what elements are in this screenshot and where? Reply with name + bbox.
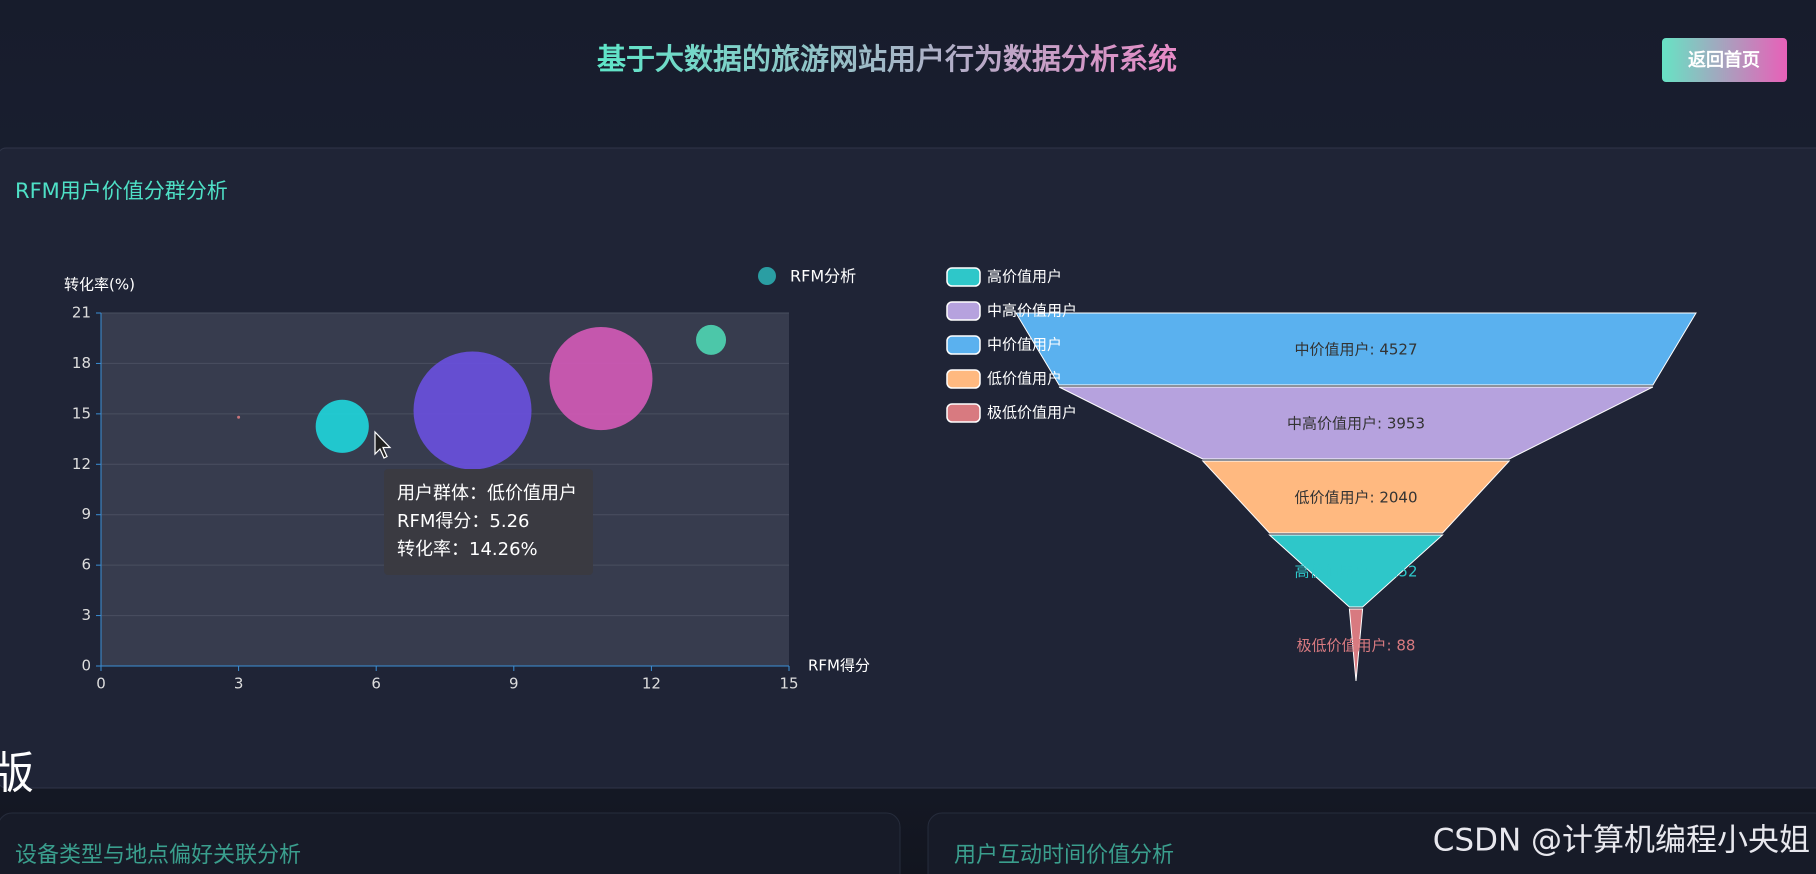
legend-marker <box>946 335 981 355</box>
funnel-label: 中高价值用户: 3953 <box>1287 415 1425 433</box>
cursor <box>374 430 392 459</box>
y-tick-label: 12 <box>72 455 91 473</box>
funnel-segment <box>1268 534 1444 608</box>
x-axis-title: RFM得分 <box>808 657 870 675</box>
x-tick-label: 12 <box>642 675 661 693</box>
tooltip-line: 用户群体：低价值用户 <box>397 483 577 504</box>
x-tick-label: 6 <box>371 675 381 693</box>
bubble <box>237 415 241 419</box>
y-axis-title: 转化率(%) <box>64 276 135 294</box>
tooltip: 用户群体：低价值用户 RFM得分：5.26 转化率：14.26% <box>384 469 593 575</box>
x-tick-label: 0 <box>96 675 106 693</box>
legend-label: 极低价值用户 <box>987 404 1077 422</box>
legend-marker <box>946 369 981 389</box>
bubble <box>413 351 532 470</box>
funnel-label: 低价值用户: 2040 <box>1295 489 1418 507</box>
funnel-label: 极低价值用户: 88 <box>1297 637 1416 655</box>
bubble <box>549 327 653 431</box>
x-tick-label: 3 <box>234 675 244 693</box>
funnel-segment <box>1058 386 1654 460</box>
watermark: CSDN @计算机编程小央姐 <box>1433 823 1810 859</box>
funnel-label: 高价值用户: 1152 <box>1295 563 1418 581</box>
y-tick-label: 21 <box>72 304 91 322</box>
bottom-right-title: 用户互动时间价值分析 <box>954 843 1174 868</box>
section-title: 版 <box>0 748 34 799</box>
home-button[interactable]: 返回首页 <box>1662 38 1787 82</box>
page-title: 基于大数据的旅游网站用户行为数据分析系统 <box>597 42 1177 76</box>
bottom-panel-right <box>927 812 1816 874</box>
y-tick-label: 0 <box>81 657 91 675</box>
legend-label: 高价值用户 <box>987 268 1062 286</box>
x-tick-label: 9 <box>509 675 519 693</box>
y-tick-label: 6 <box>81 556 91 574</box>
bottom-panel-left <box>0 812 901 874</box>
funnel-segment <box>1201 460 1511 534</box>
bubble <box>696 324 727 355</box>
legend-label: 低价值用户 <box>987 370 1062 388</box>
tooltip-line: RFM得分：5.26 <box>397 511 529 532</box>
funnel-segment <box>1015 312 1697 386</box>
legend-label: 中高价值用户 <box>987 302 1077 320</box>
legend-marker <box>946 267 981 287</box>
legend-label: RFM分析 <box>790 267 856 286</box>
tooltip-line: 转化率：14.26% <box>397 539 538 560</box>
bubble <box>315 399 369 453</box>
legend-label: 中价值用户 <box>987 336 1062 354</box>
funnel-segment <box>1348 608 1364 682</box>
panel-title: RFM用户价值分群分析 <box>15 179 228 203</box>
y-tick-label: 9 <box>81 505 91 523</box>
x-tick-label: 15 <box>779 675 798 693</box>
button-label[interactable]: 返回首页 <box>1688 49 1760 71</box>
button-bg[interactable] <box>1662 38 1787 82</box>
y-tick-label: 3 <box>81 606 91 624</box>
y-tick-label: 18 <box>72 354 91 372</box>
y-tick-label: 15 <box>72 404 91 422</box>
legend-marker <box>946 403 981 423</box>
tooltip-box <box>384 469 593 575</box>
bottom-left-title: 设备类型与地点偏好关联分析 <box>15 843 301 868</box>
legend-marker <box>758 267 776 285</box>
legend-marker <box>946 301 981 321</box>
funnel-label: 中价值用户: 4527 <box>1295 341 1418 359</box>
